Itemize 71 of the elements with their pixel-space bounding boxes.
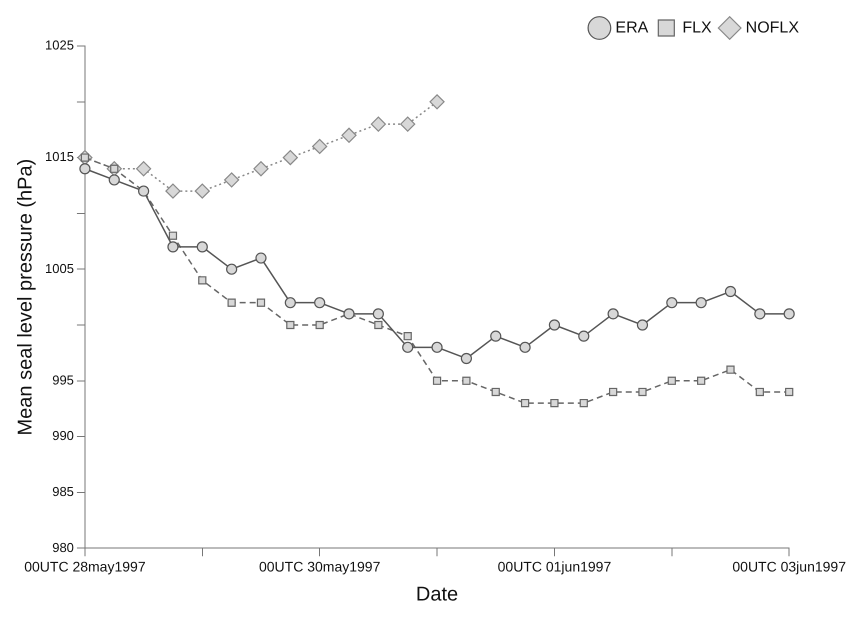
point <box>520 398 530 408</box>
point <box>79 163 91 174</box>
point <box>341 128 357 143</box>
y-tick-label: 990 <box>52 428 74 444</box>
point <box>490 330 502 342</box>
point <box>256 298 266 307</box>
point <box>168 232 178 240</box>
point <box>286 320 294 330</box>
point <box>431 342 443 353</box>
point <box>668 376 676 385</box>
y-tick-label: 985 <box>52 484 74 499</box>
x-tick-label: 00UTC 30may1997 <box>258 558 381 574</box>
x-tick-label: 00UTC 28may1997 <box>24 558 146 574</box>
point <box>312 138 328 154</box>
point <box>136 161 152 176</box>
point <box>314 297 326 308</box>
x-axis-title: Date <box>416 584 458 606</box>
point <box>608 388 618 396</box>
point <box>198 276 206 284</box>
point <box>462 376 471 385</box>
point <box>400 116 416 132</box>
point <box>785 388 794 396</box>
legend-label: FLX <box>682 19 712 36</box>
legend-label: NOFLX <box>746 19 800 36</box>
point <box>316 320 324 330</box>
point <box>282 150 298 166</box>
y-tick-label: 980 <box>52 540 74 555</box>
point <box>696 297 707 308</box>
point <box>608 308 619 320</box>
point <box>284 297 296 308</box>
point <box>108 174 120 186</box>
point <box>255 252 267 264</box>
point <box>784 308 795 320</box>
point <box>578 330 590 342</box>
point <box>226 264 238 275</box>
point <box>402 342 414 353</box>
point <box>636 319 648 331</box>
y-tick-label: 995 <box>52 372 74 388</box>
point <box>492 388 500 396</box>
point <box>638 388 647 396</box>
point <box>253 161 269 176</box>
point <box>372 308 384 320</box>
point <box>580 398 588 408</box>
y-tick-label: 1005 <box>45 260 74 276</box>
point <box>374 320 382 330</box>
point <box>404 332 412 340</box>
point <box>370 116 386 132</box>
y-tick-label: 1025 <box>45 38 74 53</box>
point <box>519 342 531 353</box>
point <box>460 352 472 364</box>
x-tick-label: 00UTC 01jun1997 <box>498 558 612 574</box>
point <box>165 183 181 199</box>
y-tick-label: 1015 <box>45 149 74 164</box>
point <box>167 241 179 252</box>
x-tick-label: 00UTC 03jun1997 <box>732 558 846 574</box>
point <box>228 298 236 307</box>
point <box>754 308 766 320</box>
point <box>726 366 735 374</box>
point <box>666 297 678 308</box>
point <box>548 319 560 331</box>
point <box>550 398 559 408</box>
point <box>697 376 706 385</box>
point <box>724 286 736 298</box>
legend-label: ERA <box>615 19 649 36</box>
point <box>196 241 208 252</box>
point <box>194 183 210 199</box>
point <box>429 94 445 110</box>
point <box>224 172 240 188</box>
point <box>756 388 764 396</box>
y-axis-title: Mean seal level pressure (hPa) <box>14 158 37 436</box>
point <box>432 376 442 385</box>
